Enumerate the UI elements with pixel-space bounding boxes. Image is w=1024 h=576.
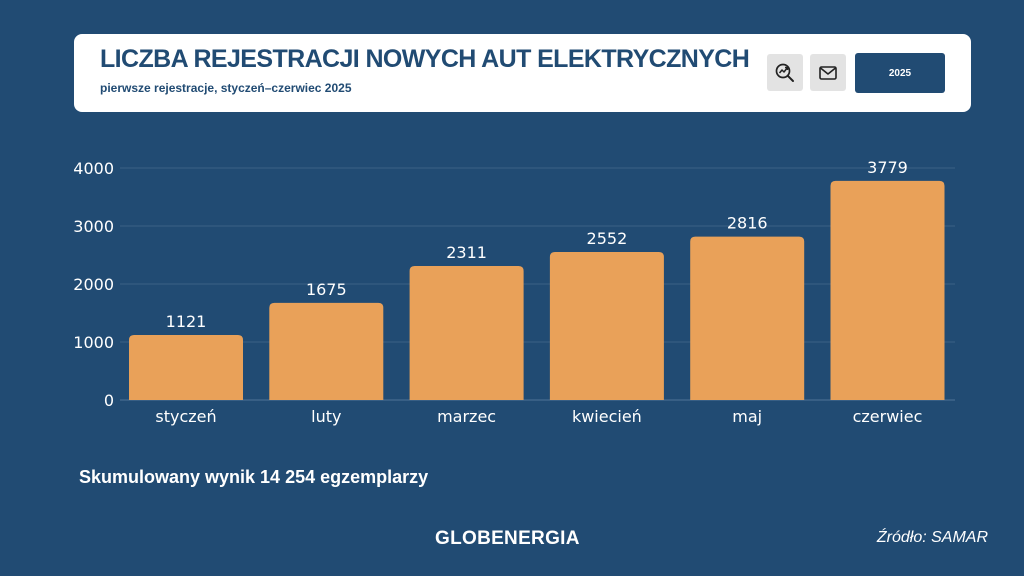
x-tick-label: marzec: [437, 407, 496, 426]
y-tick-label: 2000: [73, 275, 114, 294]
bar: [830, 180, 945, 400]
data-label: 2552: [587, 229, 628, 248]
x-tick-label: styczeń: [155, 407, 216, 426]
cumulative-summary: Skumulowany wynik 14 254 egzemplarzy: [79, 467, 429, 487]
x-tick-label: maj: [732, 407, 762, 426]
bar: [409, 265, 524, 400]
bar: [269, 302, 384, 400]
source-note: Źródło: SAMAR: [876, 529, 988, 546]
mail-button[interactable]: [810, 54, 846, 91]
data-label: 3779: [867, 158, 908, 177]
mail-icon: [819, 65, 837, 80]
data-label: 1121: [166, 312, 207, 331]
chart-title: LICZBA REJESTRACJI NOWYCH AUT ELEKTRYCZN…: [100, 45, 750, 73]
x-tick-label: czerwiec: [853, 407, 923, 426]
header-card: LICZBA REJESTRACJI NOWYCH AUT ELEKTRYCZN…: [74, 34, 971, 112]
search-trend-icon: [775, 63, 794, 82]
y-tick-label: 4000: [73, 159, 114, 178]
brand-logo: GLOBENERGIA: [435, 528, 580, 549]
search-button[interactable]: [767, 54, 803, 91]
year-button[interactable]: 2025: [855, 53, 945, 93]
data-label: 2816: [727, 214, 768, 233]
y-tick-label: 3000: [73, 217, 114, 236]
y-tick-label: 0: [104, 391, 114, 410]
x-tick-label: luty: [311, 407, 341, 426]
data-label: 1675: [306, 280, 347, 299]
y-tick-label: 1000: [73, 333, 114, 352]
bar: [690, 236, 805, 400]
bar: [129, 334, 243, 400]
data-label: 2311: [446, 243, 487, 262]
x-tick-label: kwiecień: [572, 407, 642, 426]
chart-subtitle: pierwsze rejestracje, styczeń–czerwiec 2…: [100, 81, 352, 95]
bar: [549, 251, 664, 400]
